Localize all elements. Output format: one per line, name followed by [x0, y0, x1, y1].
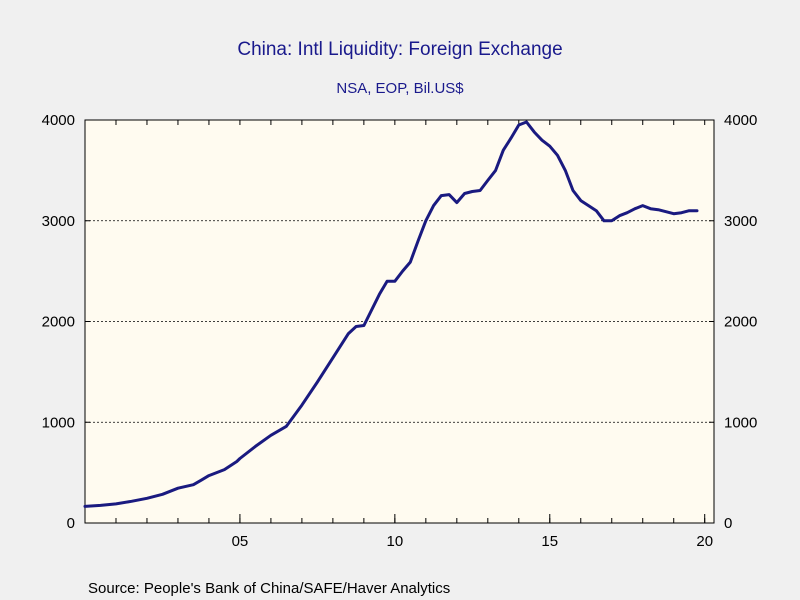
plot-area	[84, 119, 715, 524]
y-tick-label-right: 3000	[724, 213, 757, 230]
y-tick-label-left: 0	[67, 515, 75, 532]
y-tick-label-right: 1000	[724, 414, 757, 431]
series-line	[83, 120, 699, 508]
source-note: Source: People's Bank of China/SAFE/Have…	[88, 580, 450, 597]
y-tick-label-right: 2000	[724, 314, 757, 331]
y-tick-label-left: 2000	[42, 314, 75, 331]
y-tick-label-left: 4000	[42, 112, 75, 129]
chart-subtitle: NSA, EOP, Bil.US$	[336, 80, 464, 97]
y-tick-label-left: 1000	[42, 414, 75, 431]
y-tick-label-left: 3000	[42, 213, 75, 230]
y-tick-label-right: 4000	[724, 112, 757, 129]
axis-ticks: 0 1000 2000 3000 4000 0 1000 2000 3000 4000 05 10 15…	[42, 112, 758, 550]
chart-title: China: Intl Liquidity: Foreign Exchange	[237, 39, 562, 60]
x-tick-label: 20	[696, 533, 713, 550]
x-tick-label: 10	[387, 533, 404, 550]
series-layer	[83, 120, 699, 508]
x-tick-label: 15	[541, 533, 558, 550]
x-tick-label: 05	[232, 533, 249, 550]
y-tick-label-right: 0	[724, 515, 732, 532]
